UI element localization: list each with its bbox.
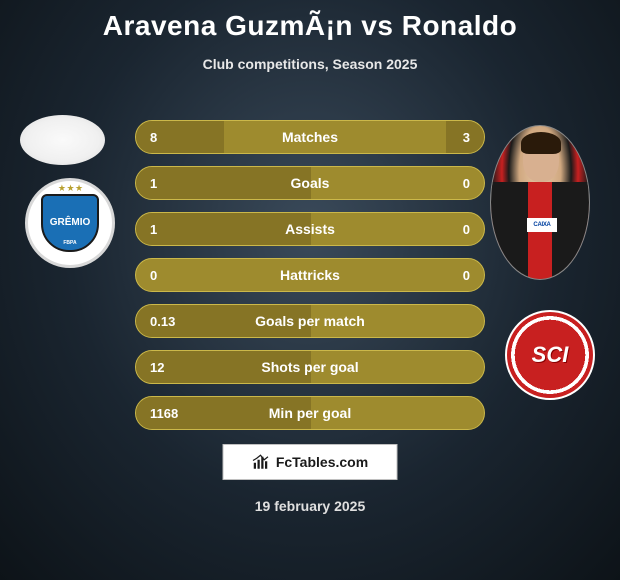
club-left-name: GRÊMIO	[50, 218, 91, 228]
stat-label: Goals	[136, 167, 484, 199]
stat-row: 00Hattricks	[135, 258, 485, 292]
player-left-photo	[20, 115, 105, 165]
page-title: Aravena GuzmÃ¡n vs Ronaldo	[0, 0, 620, 42]
chart-icon	[252, 453, 270, 471]
jersey-sponsor: CAIXA	[527, 218, 557, 232]
stat-label: Hattricks	[136, 259, 484, 291]
stat-label: Goals per match	[136, 305, 484, 337]
stars-icon: ★ ★ ★	[58, 183, 82, 194]
club-right-logo: SCI	[505, 310, 595, 400]
club-left-sub: FBPA	[63, 240, 76, 246]
stat-row: 10Goals	[135, 166, 485, 200]
stat-row: 1168Min per goal	[135, 396, 485, 430]
stat-label: Matches	[136, 121, 484, 153]
club-left-shield: GRÊMIO FBPA	[41, 194, 99, 252]
stat-row: 12Shots per goal	[135, 350, 485, 384]
club-right-name: SCI	[532, 342, 569, 368]
footer-date: 19 february 2025	[0, 498, 620, 514]
stat-label: Assists	[136, 213, 484, 245]
stat-label: Shots per goal	[136, 351, 484, 383]
content: Aravena GuzmÃ¡n vs Ronaldo Club competit…	[0, 0, 620, 580]
stat-label: Min per goal	[136, 397, 484, 429]
watermark-text: FcTables.com	[276, 454, 368, 470]
watermark-badge: FcTables.com	[223, 444, 398, 480]
stat-row: 0.13Goals per match	[135, 304, 485, 338]
stat-row: 83Matches	[135, 120, 485, 154]
page-subtitle: Club competitions, Season 2025	[0, 56, 620, 72]
stats-area: 83Matches 10Goals 10Assists 00Hattricks 0.13…	[135, 120, 485, 442]
club-left-logo: ★ ★ ★ GRÊMIO FBPA	[25, 178, 115, 268]
hair	[521, 132, 561, 154]
stat-row: 10Assists	[135, 212, 485, 246]
player-right-photo: CAIXA	[490, 125, 590, 280]
